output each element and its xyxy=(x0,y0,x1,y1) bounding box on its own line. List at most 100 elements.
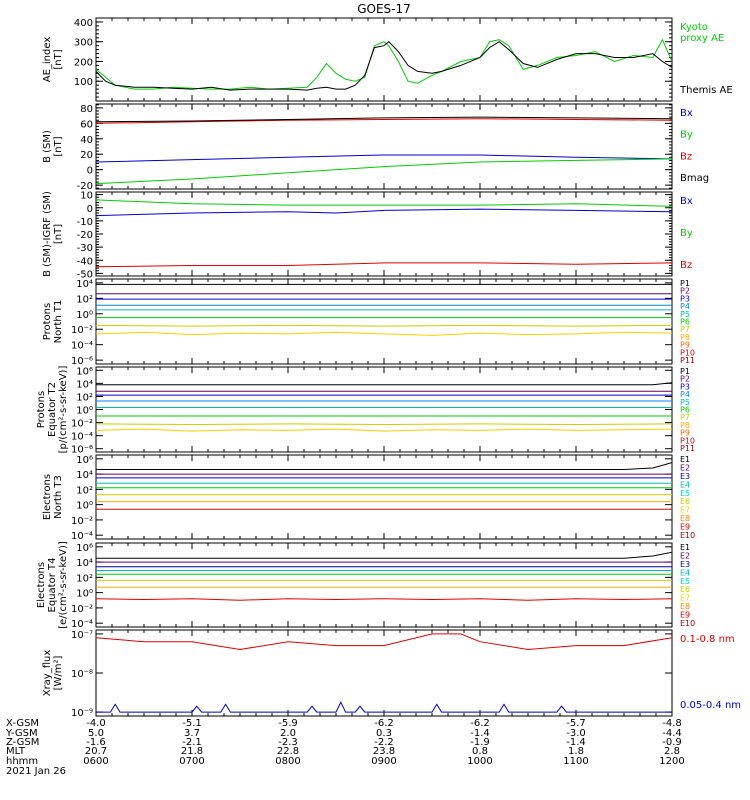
y-tick-label: 10⁴ xyxy=(76,279,93,290)
legend-label: P3 xyxy=(680,294,690,303)
x-row-label: hhmm xyxy=(6,756,38,767)
legend-label: P2 xyxy=(680,375,690,384)
y-tick-label: 10⁴ xyxy=(76,470,93,481)
x-tick-value: -2.1 xyxy=(182,737,202,748)
y-tick-label: -20 xyxy=(77,181,93,192)
legend-label: E8 xyxy=(680,602,690,611)
y-axis-label: [W/m²] xyxy=(53,655,64,690)
x-tick-value: 1200 xyxy=(659,756,684,767)
x-tick-value: -6.2 xyxy=(470,718,490,729)
series-line-p8 xyxy=(96,428,672,432)
legend-label: P7 xyxy=(680,325,690,334)
x-tick-value: 22.8 xyxy=(277,746,299,757)
y-tick-label: 0 xyxy=(87,166,93,177)
legend-label: P6 xyxy=(680,406,690,415)
legend-label: P7 xyxy=(680,413,690,422)
x-tick-value: -2.3 xyxy=(278,737,298,748)
legend-label: E2 xyxy=(680,463,690,472)
x-tick-value: -5.9 xyxy=(278,718,298,729)
x-tick-value: 1100 xyxy=(563,756,588,767)
series-line-kyoto-proxy-ae xyxy=(96,38,672,90)
legend-label: P5 xyxy=(680,310,690,319)
x-tick-value: -4.4 xyxy=(662,728,682,739)
legend-label: E10 xyxy=(680,531,695,540)
series-line-p1 xyxy=(96,382,672,386)
x-tick-value: -2.2 xyxy=(374,737,394,748)
y-axis-label: Electrons xyxy=(36,562,47,608)
y-tick-label: 10 xyxy=(80,191,93,202)
legend-label: Themis AE xyxy=(679,85,733,96)
series-line-0-1-0-8-nm xyxy=(96,633,672,651)
legend-label: P11 xyxy=(680,356,695,365)
y-tick-label: 0 xyxy=(87,204,93,215)
legend-label: E7 xyxy=(680,506,690,515)
legend-label: E3 xyxy=(680,472,690,481)
series-line-bx xyxy=(96,154,672,163)
y-axis-label: B (SM) xyxy=(42,130,53,163)
y-tick-label: 10⁰ xyxy=(76,589,93,600)
legend-label: P6 xyxy=(680,318,690,327)
legend-label: P8 xyxy=(680,333,690,342)
x-tick-value: 0600 xyxy=(83,756,108,767)
legend-label: By xyxy=(680,130,693,141)
y-tick-label: 10⁻² xyxy=(71,419,93,430)
x-row-label: MLT xyxy=(6,746,26,757)
x-tick-value: 2.0 xyxy=(280,728,296,739)
legend-label: P8 xyxy=(680,421,690,430)
legend-label: E9 xyxy=(680,523,690,532)
y-axis-label: [nT] xyxy=(53,224,64,244)
series-line-p7 xyxy=(96,324,672,327)
x-row-label: X-GSM xyxy=(6,718,39,729)
x-tick-value: -1.4 xyxy=(566,737,586,748)
legend-label: E5 xyxy=(680,489,690,498)
legend-label: P5 xyxy=(680,398,690,407)
y-tick-label: -50 xyxy=(77,269,93,280)
legend-label: P9 xyxy=(680,341,690,350)
y-tick-label: -30 xyxy=(77,243,93,254)
x-tick-value: -4.0 xyxy=(86,718,106,729)
x-tick-value: -1.9 xyxy=(470,737,490,748)
y-axis-label: [p/(cm²-s-sr-keV)] xyxy=(58,366,69,454)
legend-label: proxy AE xyxy=(680,33,724,44)
legend: Bx By Bz xyxy=(680,196,693,271)
y-tick-label: -10 xyxy=(77,217,93,228)
y-tick-label: 10⁶ xyxy=(76,366,93,377)
legend-label: 0.1-0.8 nm xyxy=(680,634,735,645)
legend-label: P9 xyxy=(680,429,690,438)
y-axis-label: Electrons xyxy=(42,474,53,520)
y-tick-label: 200 xyxy=(74,57,93,68)
y-tick-label: 10⁻⁴ xyxy=(71,531,93,542)
y-tick-label: 400 xyxy=(74,18,93,29)
x-tick-value: 0900 xyxy=(371,756,396,767)
legend-label: E10 xyxy=(680,619,695,628)
x-tick-value: 1000 xyxy=(467,756,492,767)
x-row-label: Z-GSM xyxy=(6,737,39,748)
y-tick-label: 10⁰ xyxy=(76,310,93,321)
series-line-bz xyxy=(96,262,672,268)
y-tick-label: 10⁴ xyxy=(76,379,93,390)
x-tick-value: 0.3 xyxy=(376,728,392,739)
y-tick-label: 80 xyxy=(80,104,93,115)
y-tick-label: 10⁶ xyxy=(76,543,93,554)
legend-label: E3 xyxy=(680,560,690,569)
y-tick-label: 40 xyxy=(80,135,93,146)
legend-label: Bx xyxy=(680,196,693,207)
x-tick-value: 23.8 xyxy=(373,746,395,757)
x-tick-value: -3.0 xyxy=(566,728,586,739)
y-tick-label: 20 xyxy=(80,150,93,161)
y-tick-label: 10⁻⁸ xyxy=(71,669,93,680)
legend-label: P1 xyxy=(680,367,690,376)
y-tick-label: 10⁻⁶ xyxy=(71,356,93,367)
legend-label: E4 xyxy=(680,568,690,577)
y-tick-label: 10⁴ xyxy=(76,558,93,569)
y-axis-label: North T3 xyxy=(53,475,64,519)
panel-frame xyxy=(95,103,673,190)
series-line-e8 xyxy=(96,598,672,601)
legend-label: E6 xyxy=(680,497,690,506)
legend: Bx By Bz Bmag xyxy=(680,108,709,184)
legend-label: E8 xyxy=(680,514,690,523)
legend-label: Bmag xyxy=(680,173,709,184)
